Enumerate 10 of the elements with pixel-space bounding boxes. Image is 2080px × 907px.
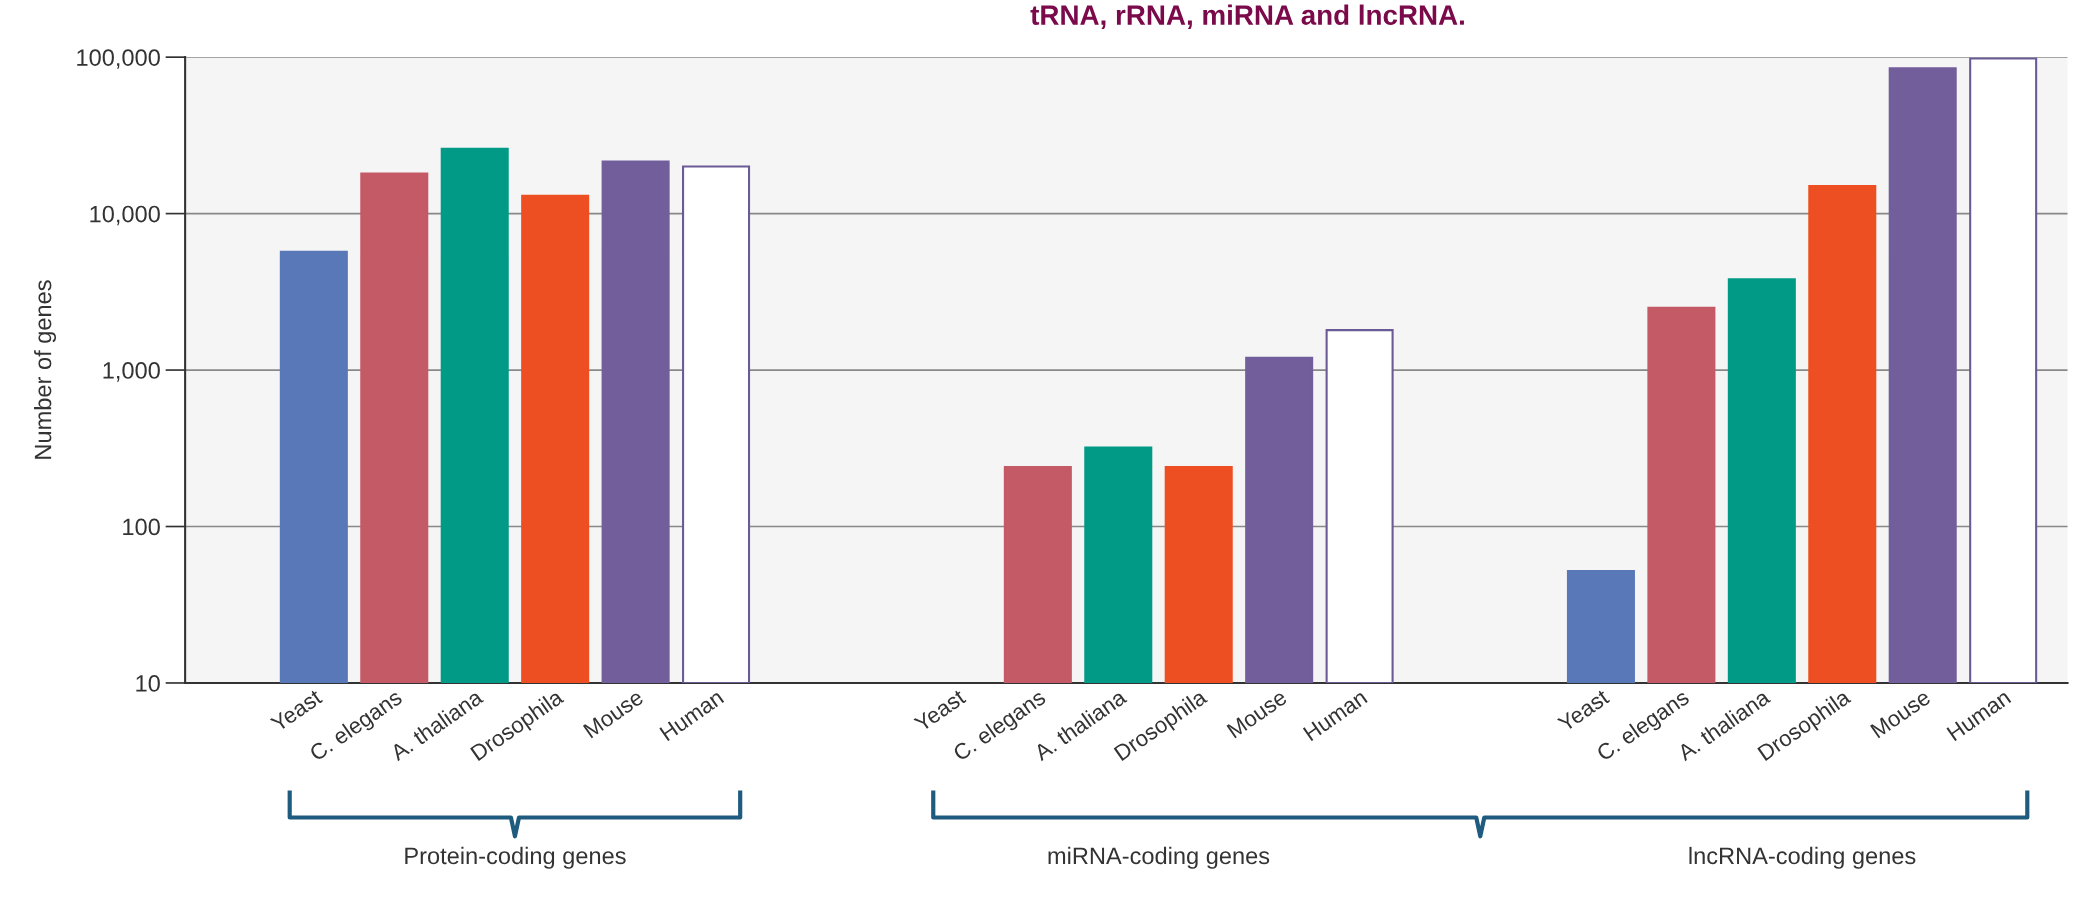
text: tRNA, rRNA, miRNA and lncRNA. (1030, 4, 1464, 29)
y-tick-label: 100 (123, 518, 160, 536)
text: lncRNA-coding genes (1689, 846, 1916, 869)
y-axis-title: Number of genes (34, 280, 57, 459)
text: Protein-coding genes (405, 846, 626, 869)
y-tick-label: 100,000 (77, 49, 160, 69)
y-tick-label: 10,000 (90, 205, 160, 226)
y-tick-label: 1,000 (103, 362, 160, 382)
y-tick-label: 10 (136, 675, 160, 692)
text: miRNA-coding genes (1048, 846, 1270, 869)
